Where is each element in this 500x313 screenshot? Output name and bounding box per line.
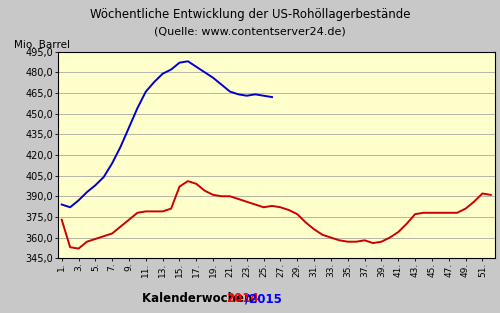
Text: /2015: /2015 xyxy=(245,292,282,305)
Text: 2014: 2014 xyxy=(226,292,259,305)
Text: Kalenderwochen: Kalenderwochen xyxy=(142,292,257,305)
Text: Mio. Barrel: Mio. Barrel xyxy=(14,39,70,49)
Text: Wöchentliche Entwicklung der US-Rohöllagerbestände: Wöchentliche Entwicklung der US-Rohöllag… xyxy=(90,8,410,21)
Text: (Quelle: www.contentserver24.de): (Quelle: www.contentserver24.de) xyxy=(154,27,346,37)
